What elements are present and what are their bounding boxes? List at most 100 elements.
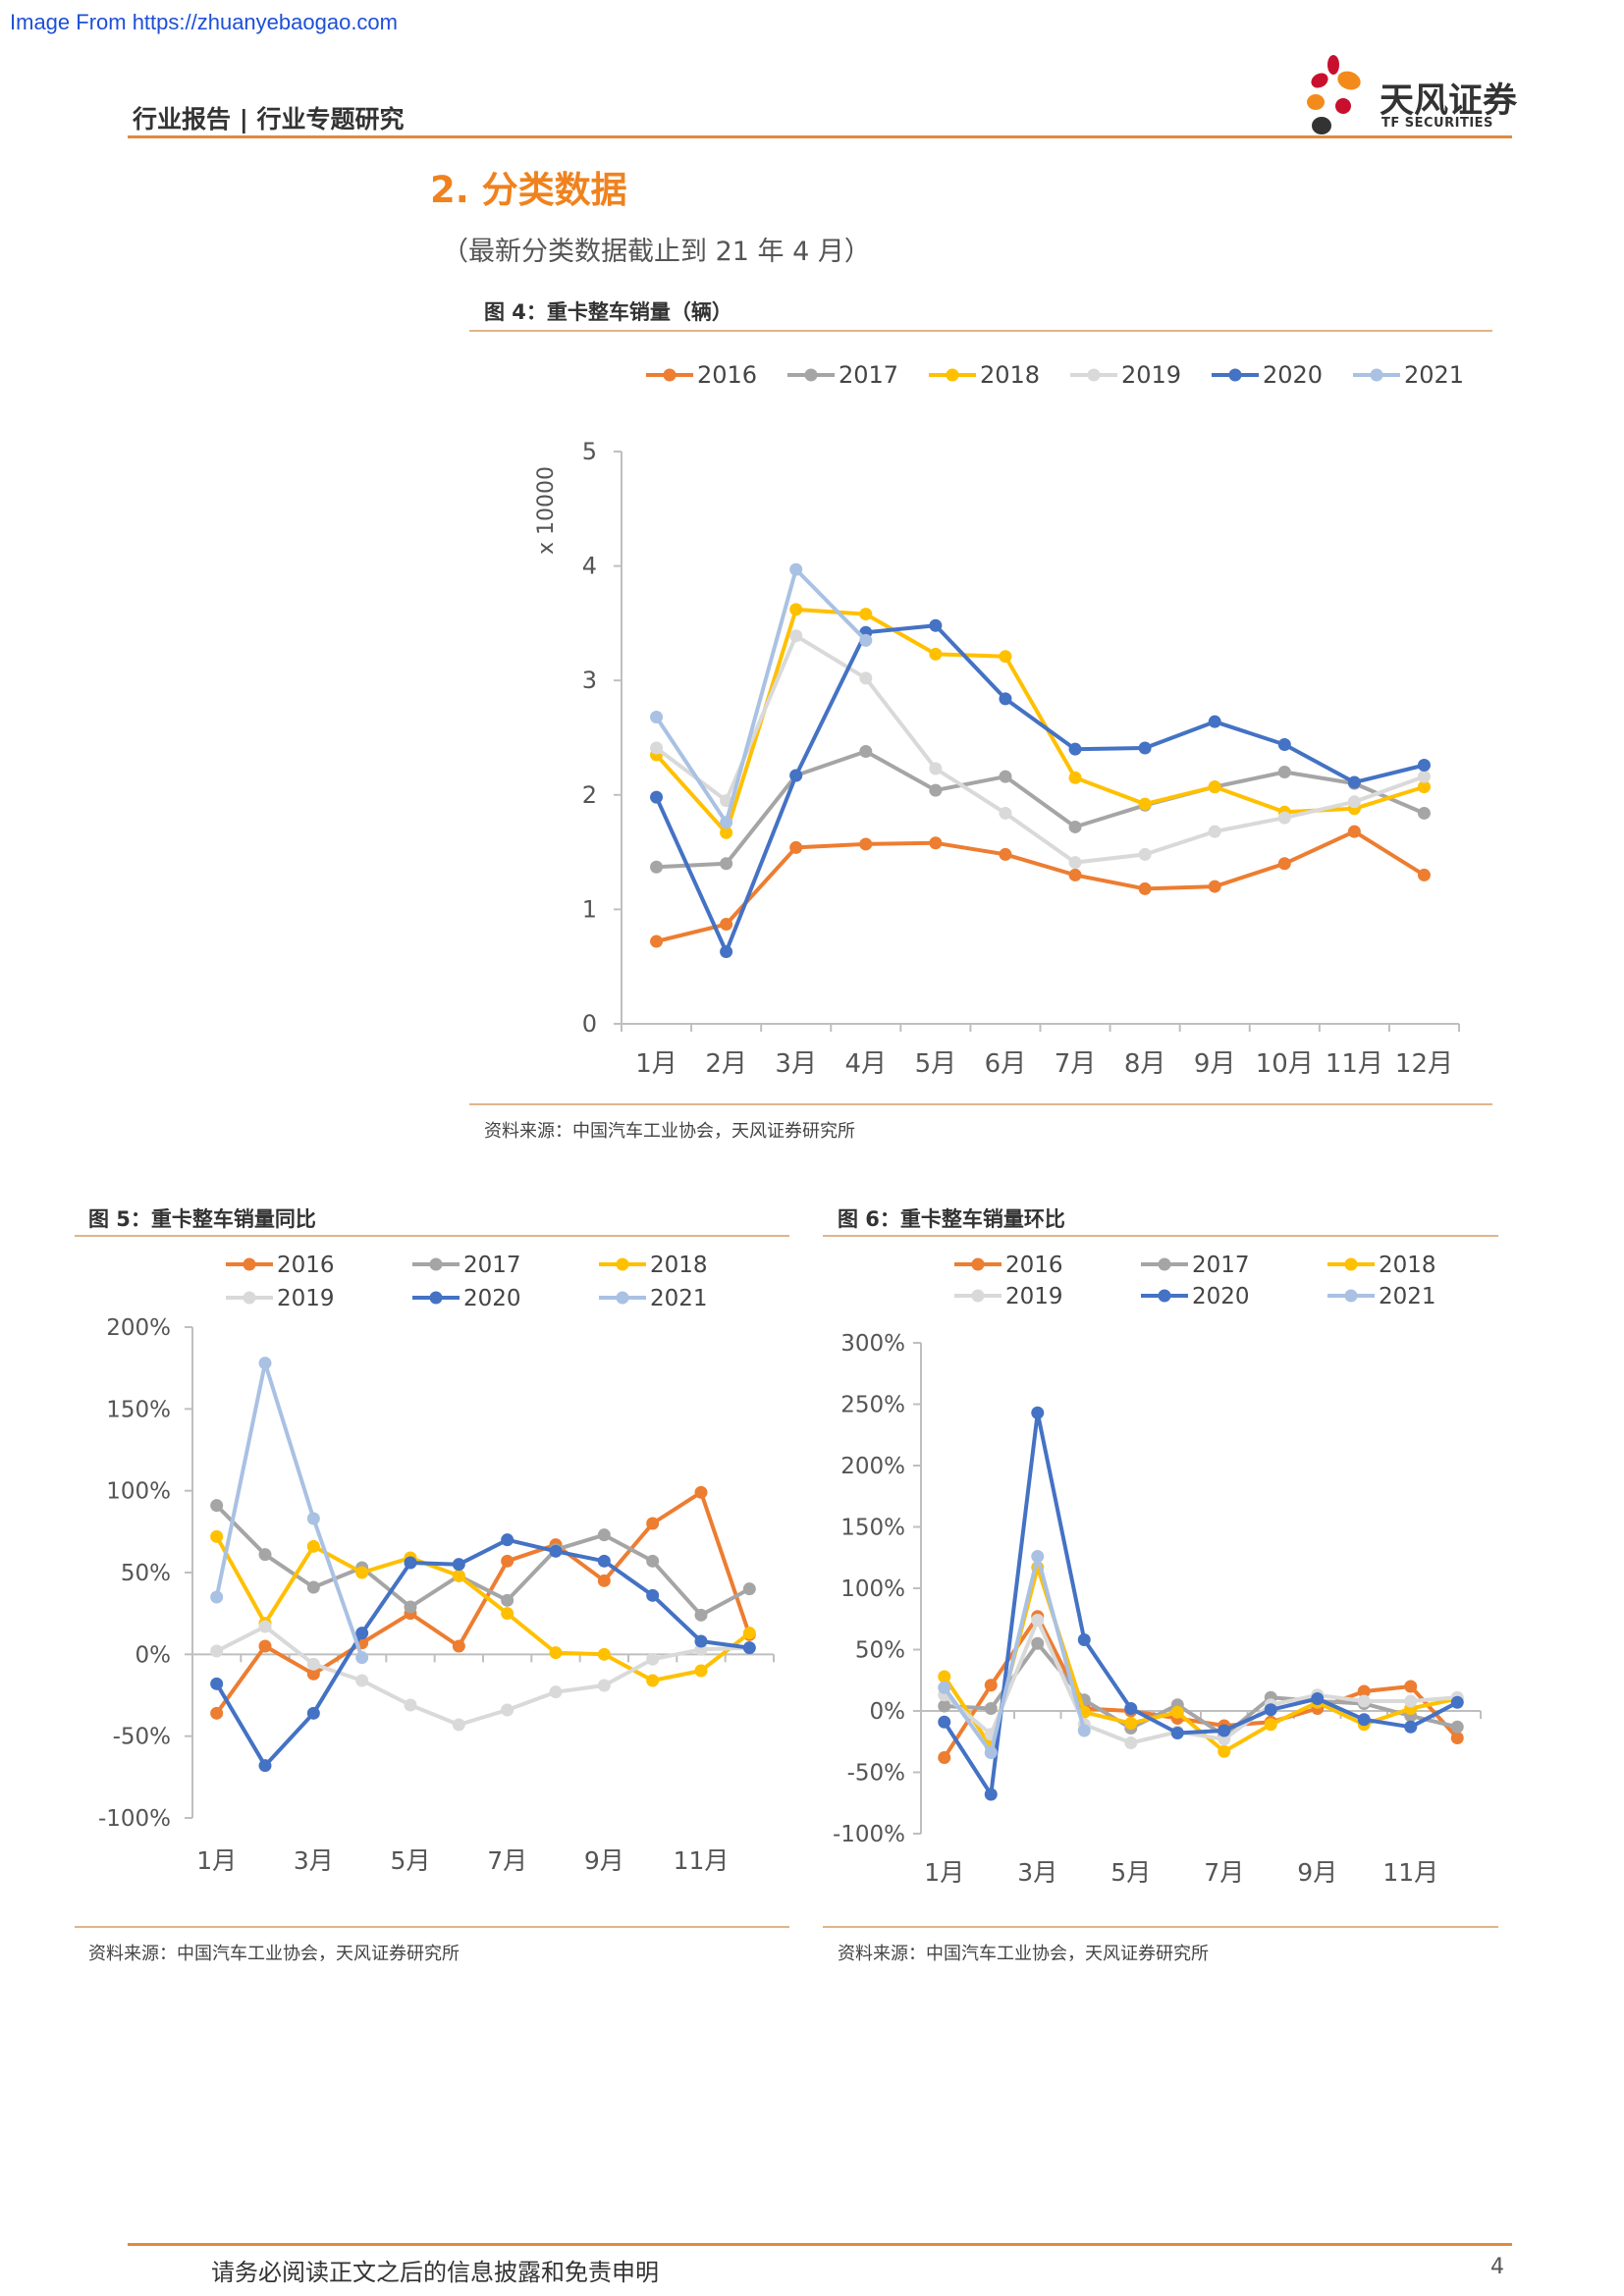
data-point-2019 (1357, 1694, 1371, 1708)
data-point-2016 (650, 934, 664, 948)
data-point-2019 (646, 1652, 660, 1666)
figure-4-source: 资料来源：中国汽车工业协会，天风证券研究所 (484, 1121, 855, 1142)
data-point-2017 (404, 1600, 417, 1614)
data-point-2021 (1031, 1550, 1045, 1563)
data-point-2018 (306, 1539, 320, 1553)
legend-marker-2020 (1228, 368, 1242, 382)
y-tick-label: 50% (121, 1561, 171, 1586)
data-point-2021 (306, 1512, 320, 1525)
y-tick-label: 150% (840, 1516, 905, 1541)
logo-name: 天风证券 (1380, 81, 1518, 121)
data-point-2020 (597, 1554, 611, 1568)
x-tick-label: 3月 (775, 1049, 817, 1079)
data-point-2017 (742, 1582, 756, 1596)
data-point-2021 (210, 1590, 224, 1604)
x-tick-label: 4月 (845, 1049, 888, 1079)
data-point-2021 (984, 1746, 998, 1759)
data-point-2016 (1277, 857, 1291, 871)
x-tick-label: 7月 (487, 1846, 527, 1875)
data-point-2019 (1417, 770, 1431, 783)
data-point-2020 (1138, 741, 1152, 755)
data-point-2019 (650, 741, 664, 755)
data-point-2016 (597, 1574, 611, 1587)
y-tick-label: 200% (840, 1454, 905, 1479)
data-point-2017 (306, 1580, 320, 1594)
data-point-2019 (210, 1644, 224, 1658)
data-point-2017 (929, 783, 943, 797)
x-tick-label: 11月 (674, 1846, 730, 1875)
data-point-2019 (789, 629, 803, 643)
legend-label-2018: 2018 (980, 361, 1040, 389)
footer-divider (128, 2243, 1512, 2246)
figure-5-source: 资料来源：中国汽车工业协会，天风证券研究所 (88, 1944, 460, 1964)
data-point-2016 (1417, 868, 1431, 881)
data-point-2019 (1404, 1694, 1418, 1708)
legend-marker-2020 (429, 1291, 443, 1305)
data-point-2017 (1277, 765, 1291, 778)
legend-marker-2021 (616, 1291, 629, 1305)
legend-label-2021: 2021 (1379, 1284, 1436, 1309)
watermark-text: Image From https://zhuanyebaogao.com (10, 10, 398, 34)
y-tick-label: 2 (582, 781, 597, 809)
data-point-2020 (1031, 1406, 1045, 1419)
legend-label-2021: 2021 (1404, 361, 1464, 389)
data-point-2018 (1417, 780, 1431, 794)
legend-label-2020: 2020 (1192, 1284, 1250, 1309)
data-point-2016 (1357, 1684, 1371, 1698)
data-point-2020 (694, 1634, 708, 1648)
data-point-2020 (650, 790, 664, 804)
legend-marker-2021 (1344, 1289, 1358, 1303)
legend-label-2019: 2019 (277, 1286, 335, 1311)
legend-marker-2016 (971, 1257, 985, 1271)
data-point-2020 (452, 1558, 465, 1572)
figure-5-bottom-rule (75, 1926, 789, 1928)
data-point-2020 (938, 1715, 951, 1729)
x-tick-label: 1月 (635, 1049, 677, 1079)
legend-label-2018: 2018 (650, 1253, 708, 1278)
data-point-2018 (1170, 1705, 1184, 1719)
data-point-2018 (720, 826, 733, 839)
legend-label-2019: 2019 (1121, 361, 1181, 389)
data-point-2017 (597, 1528, 611, 1542)
series-line-2018 (655, 607, 1426, 835)
figure-4-bottom-rule (469, 1103, 1492, 1105)
y-tick-label: 250% (840, 1393, 905, 1418)
data-point-2020 (501, 1533, 514, 1547)
series-line-2021 (214, 1361, 364, 1659)
section-note: （最新分类数据截止到 21 年 4 月） (442, 237, 871, 267)
data-point-2017 (1068, 820, 1082, 833)
legend-label-2019: 2019 (1005, 1284, 1063, 1309)
data-point-2019 (501, 1703, 514, 1717)
figure-6-top-rule (823, 1235, 1498, 1237)
x-tick-label: 3月 (294, 1846, 334, 1875)
series-line-2017 (656, 749, 1426, 870)
data-point-2016 (1404, 1680, 1418, 1693)
figure-5-title: 图 5：重卡整车销量同比 (88, 1207, 316, 1231)
x-tick-label: 9月 (584, 1846, 624, 1875)
series-line-2019 (215, 1625, 750, 1727)
legend-label-2016: 2016 (277, 1253, 335, 1278)
section-title: 2. 分类数据 (430, 169, 627, 211)
data-point-2019 (929, 762, 943, 775)
y-tick-label: -100% (833, 1822, 905, 1847)
x-tick-label: 7月 (1055, 1049, 1097, 1079)
figure-5-chart: 2016 2017 2018 2019 2020 2021 -100% -50% 0% 50% 10… (98, 1253, 775, 1875)
page-number: 4 (1490, 2255, 1504, 2279)
legend-marker-2016 (243, 1257, 256, 1271)
x-tick-label: 11月 (1326, 1049, 1383, 1079)
figure-6-source: 资料来源：中国汽车工业协会，天风证券研究所 (838, 1944, 1209, 1964)
y-tick-label: 0% (135, 1642, 172, 1668)
series-line-2020 (654, 623, 1425, 954)
series-line-2019 (655, 633, 1426, 865)
legend-label-2021: 2021 (650, 1286, 708, 1311)
data-point-2016 (938, 1751, 951, 1764)
data-point-2016 (258, 1639, 272, 1653)
data-point-2016 (984, 1679, 998, 1692)
legend-marker-2018 (946, 368, 959, 382)
data-point-2021 (355, 1651, 369, 1665)
data-point-2017 (258, 1548, 272, 1562)
series-line-2021 (943, 1554, 1087, 1755)
data-point-2017 (999, 770, 1012, 783)
data-point-2020 (549, 1544, 563, 1558)
data-point-2019 (549, 1685, 563, 1699)
